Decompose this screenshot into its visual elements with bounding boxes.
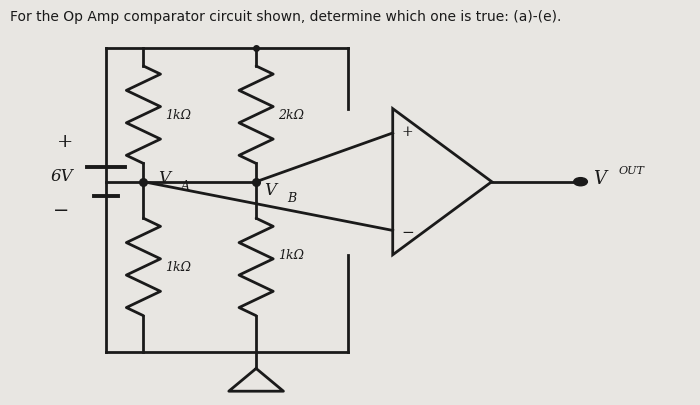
Text: −: − [53, 202, 70, 220]
Text: +: + [402, 125, 414, 139]
Text: 1kΩ: 1kΩ [278, 249, 304, 262]
Text: V: V [265, 182, 277, 199]
Text: V: V [593, 169, 606, 187]
Text: A: A [181, 180, 190, 193]
Text: 2kΩ: 2kΩ [278, 109, 304, 122]
Text: −: − [401, 226, 414, 240]
Text: V: V [158, 170, 171, 187]
Text: OUT: OUT [618, 165, 644, 175]
Circle shape [574, 178, 587, 186]
Text: 6V: 6V [50, 168, 73, 185]
Text: 1kΩ: 1kΩ [165, 109, 191, 122]
Text: 1kΩ: 1kΩ [165, 261, 191, 274]
Text: +: + [57, 133, 73, 151]
Text: B: B [287, 192, 296, 205]
Text: For the Op Amp comparator circuit shown, determine which one is true: (a)-(e).: For the Op Amp comparator circuit shown,… [10, 10, 561, 24]
